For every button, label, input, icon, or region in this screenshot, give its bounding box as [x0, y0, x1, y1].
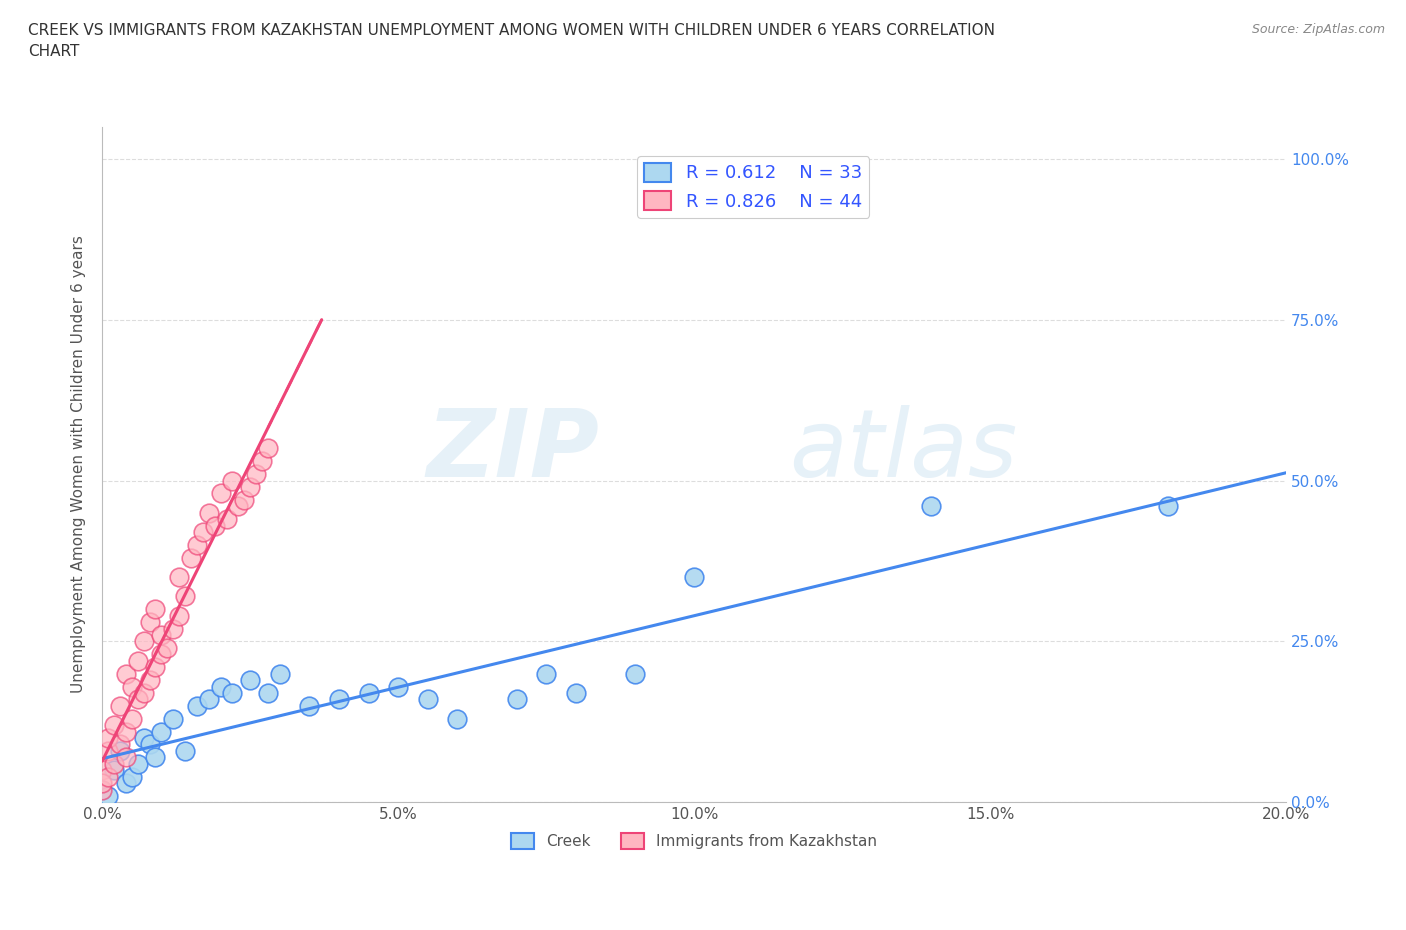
Text: atlas: atlas [789, 405, 1017, 497]
Point [328, 692, 350, 707]
Point [97, 769, 120, 784]
Point [167, 608, 190, 623]
Point [132, 685, 155, 700]
Point [257, 441, 280, 456]
Point [121, 769, 143, 784]
Point [446, 711, 468, 726]
Point [127, 692, 149, 707]
Point [127, 756, 149, 771]
Point [209, 679, 232, 694]
Point [1156, 498, 1178, 513]
Point [357, 685, 380, 700]
Point [239, 672, 262, 687]
Point [215, 512, 238, 526]
Point [167, 570, 190, 585]
Point [127, 654, 149, 669]
Point [174, 743, 197, 758]
Point [505, 692, 527, 707]
Point [108, 743, 131, 758]
Point [115, 666, 138, 681]
Point [145, 750, 167, 764]
Point [97, 743, 120, 758]
Point [269, 666, 291, 681]
Point [115, 750, 138, 764]
Point [150, 628, 173, 643]
Point [197, 505, 219, 520]
Point [138, 737, 160, 752]
Point [186, 538, 208, 552]
Point [162, 711, 184, 726]
Point [162, 621, 184, 636]
Text: ZIP: ZIP [426, 405, 599, 497]
Point [97, 789, 120, 804]
Legend: Creek, Immigrants from Kazakhstan: Creek, Immigrants from Kazakhstan [505, 828, 883, 856]
Y-axis label: Unemployment Among Women with Children Under 6 years: Unemployment Among Women with Children U… [72, 235, 86, 694]
Point [683, 570, 706, 585]
Text: Source: ZipAtlas.com: Source: ZipAtlas.com [1251, 23, 1385, 36]
Point [115, 724, 138, 739]
Point [387, 679, 409, 694]
Point [228, 498, 250, 513]
Point [257, 685, 280, 700]
Point [138, 672, 160, 687]
Point [132, 634, 155, 649]
Point [250, 454, 273, 469]
Point [221, 473, 243, 488]
Point [156, 641, 179, 656]
Point [186, 698, 208, 713]
Point [145, 602, 167, 617]
Point [108, 698, 131, 713]
Point [191, 525, 214, 539]
Point [920, 498, 942, 513]
Point [245, 467, 267, 482]
Point [91, 763, 114, 777]
Point [108, 737, 131, 752]
Point [564, 685, 586, 700]
Point [197, 692, 219, 707]
Point [103, 718, 125, 733]
Text: CREEK VS IMMIGRANTS FROM KAZAKHSTAN UNEMPLOYMENT AMONG WOMEN WITH CHILDREN UNDER: CREEK VS IMMIGRANTS FROM KAZAKHSTAN UNEM… [28, 23, 995, 60]
Point [204, 518, 226, 533]
Point [145, 659, 167, 674]
Point [91, 782, 114, 797]
Point [174, 589, 197, 604]
Point [115, 776, 138, 790]
Point [103, 763, 125, 777]
Point [416, 692, 439, 707]
Point [209, 486, 232, 501]
Point [97, 731, 120, 746]
Point [150, 647, 173, 662]
Point [298, 698, 321, 713]
Point [121, 711, 143, 726]
Point [239, 480, 262, 495]
Point [121, 679, 143, 694]
Point [103, 756, 125, 771]
Point [624, 666, 647, 681]
Point [132, 731, 155, 746]
Point [180, 551, 202, 565]
Point [221, 685, 243, 700]
Point [233, 493, 256, 508]
Point [91, 782, 114, 797]
Point [534, 666, 557, 681]
Point [138, 615, 160, 630]
Point [91, 776, 114, 790]
Point [150, 724, 173, 739]
